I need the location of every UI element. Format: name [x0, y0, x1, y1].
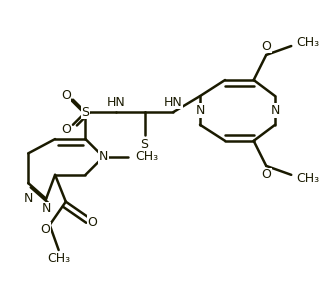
Text: CH₃: CH₃ [135, 150, 159, 163]
Text: O: O [61, 123, 71, 136]
Text: O: O [261, 39, 271, 52]
Text: N: N [99, 150, 108, 163]
Text: O: O [40, 223, 50, 236]
Text: N: N [24, 192, 33, 205]
Text: O: O [88, 216, 98, 229]
Text: S: S [140, 138, 148, 151]
Text: CH₃: CH₃ [296, 172, 320, 185]
Text: HN: HN [107, 96, 125, 109]
Text: N: N [42, 202, 51, 215]
Text: N: N [195, 104, 205, 117]
Text: CH₃: CH₃ [296, 36, 320, 49]
Text: O: O [261, 168, 271, 181]
Text: N: N [271, 104, 280, 117]
Text: S: S [81, 106, 90, 119]
Text: O: O [61, 89, 71, 102]
Text: CH₃: CH₃ [47, 252, 70, 266]
Text: HN: HN [164, 96, 183, 109]
